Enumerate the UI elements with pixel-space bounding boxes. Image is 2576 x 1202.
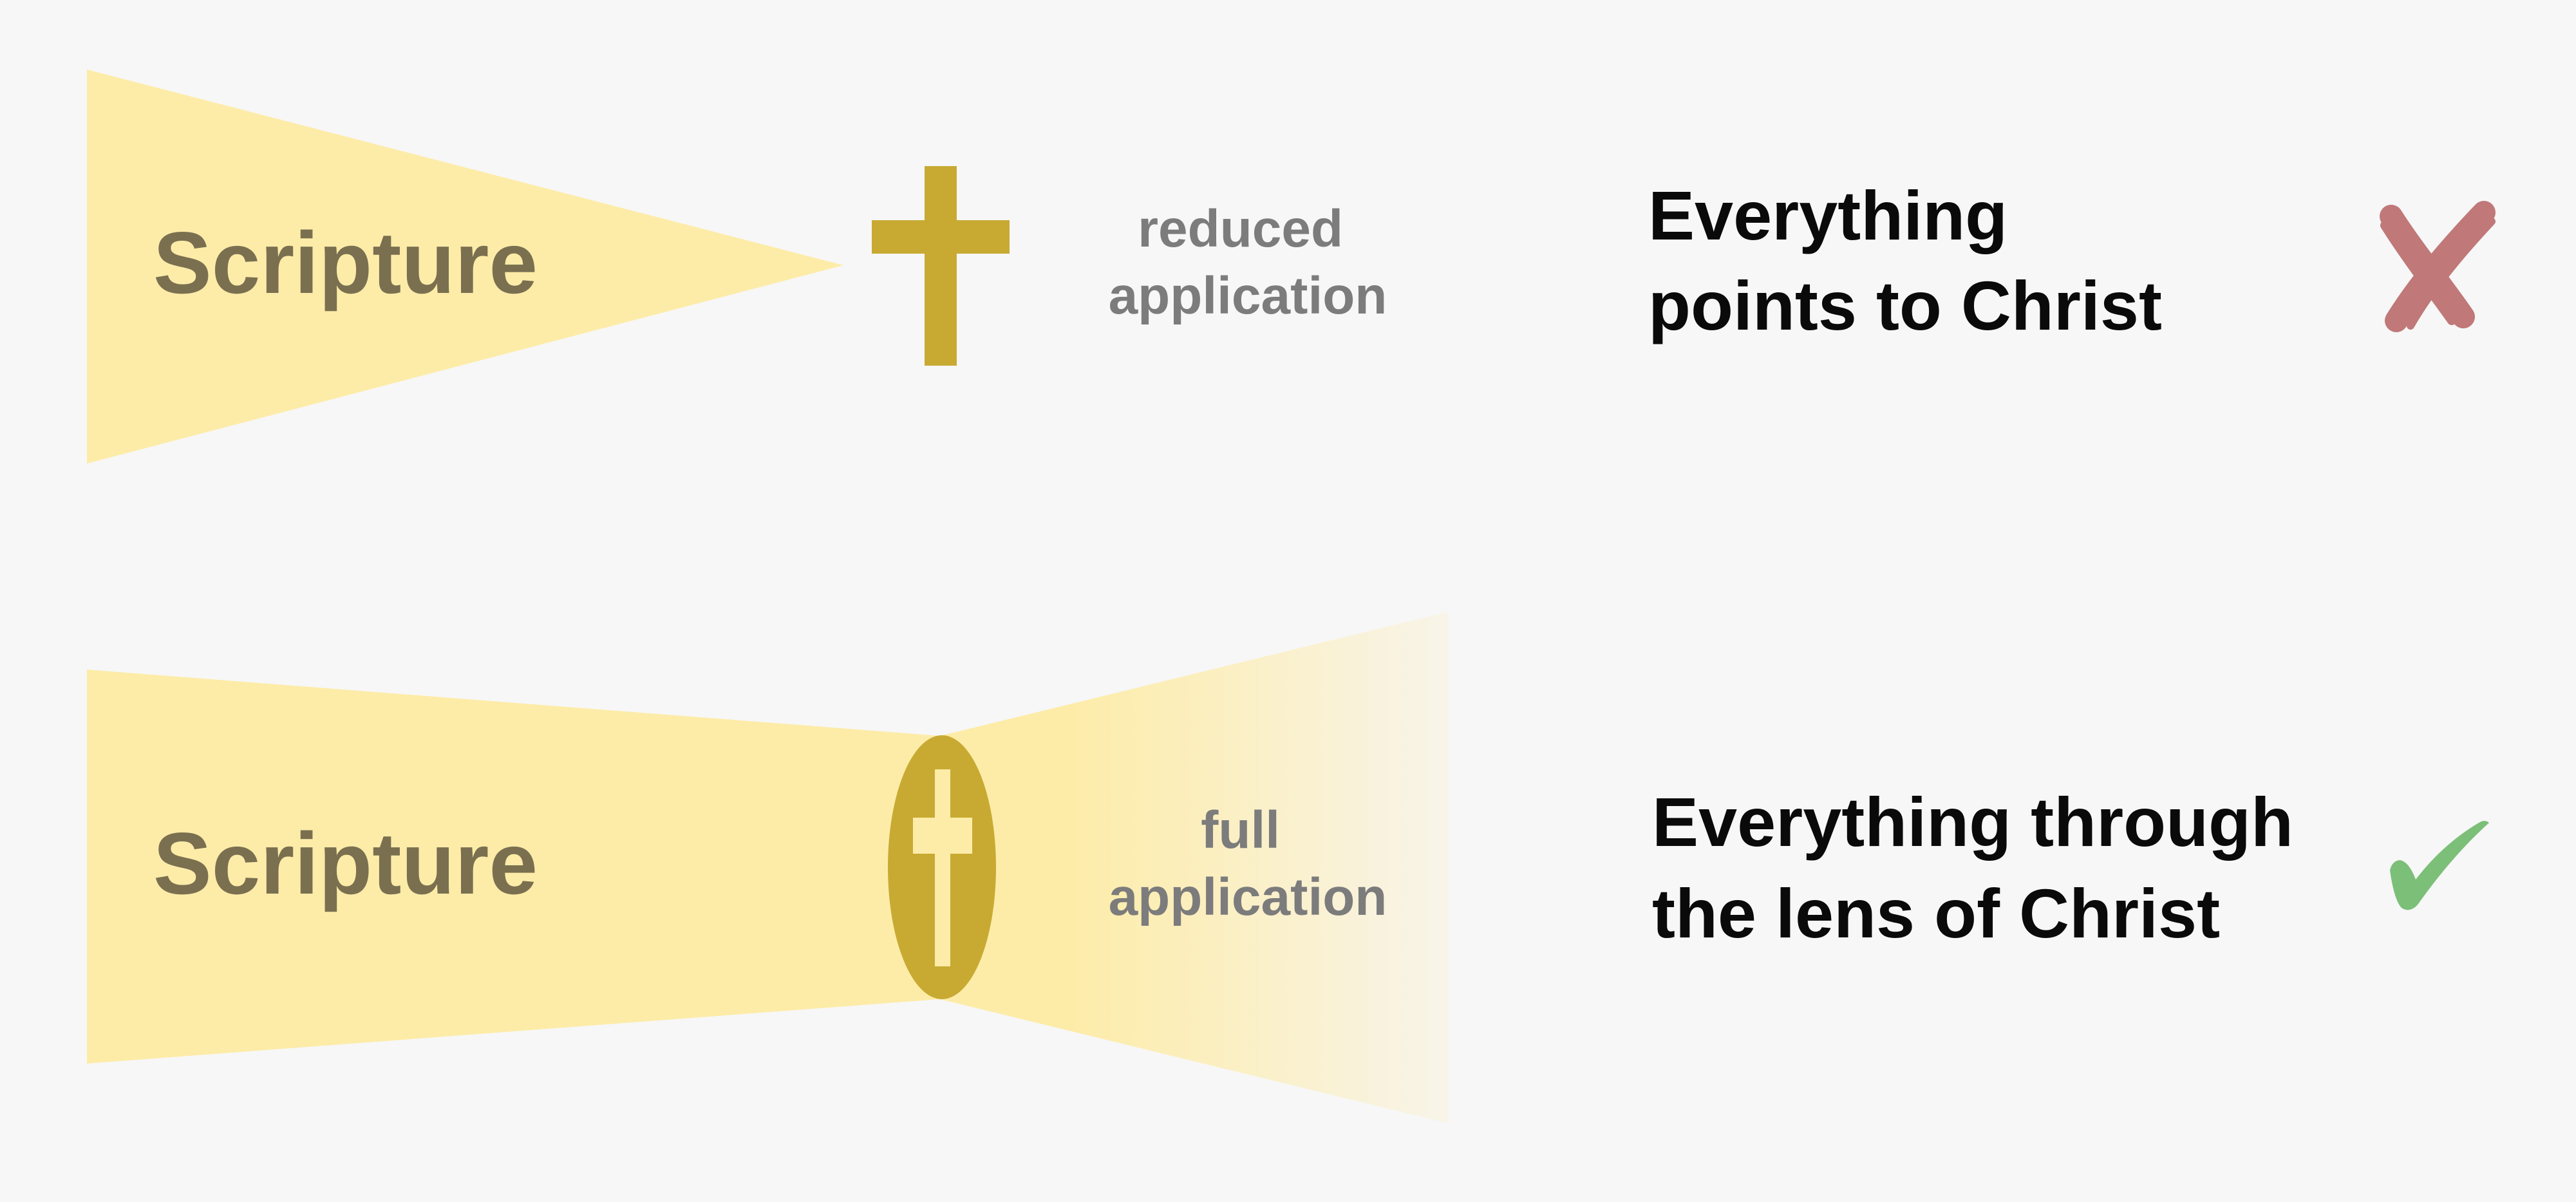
cross-icon [872, 166, 1010, 366]
row-full-application: Scripture full application Everything th… [87, 612, 2489, 1123]
check-mark-icon [2390, 821, 2489, 910]
scripture-label: Scripture [153, 214, 538, 312]
scripture-beam-narrowing [87, 70, 843, 464]
application-beam-expanding [940, 612, 1449, 1123]
x-mark-icon [2380, 201, 2496, 332]
statement-text: Everything points to Christ [1648, 176, 2162, 344]
scripture-label: Scripture [153, 814, 538, 912]
statement-text: Everything through the lens of Christ [1652, 783, 2313, 952]
cross-lens-icon [888, 735, 996, 999]
scripture-beam-converging [87, 670, 940, 1064]
application-label: full application [1109, 801, 1387, 926]
row-reduced-application: Scripture reduced application Everything… [87, 70, 2496, 464]
application-label: reduced application [1109, 200, 1387, 325]
